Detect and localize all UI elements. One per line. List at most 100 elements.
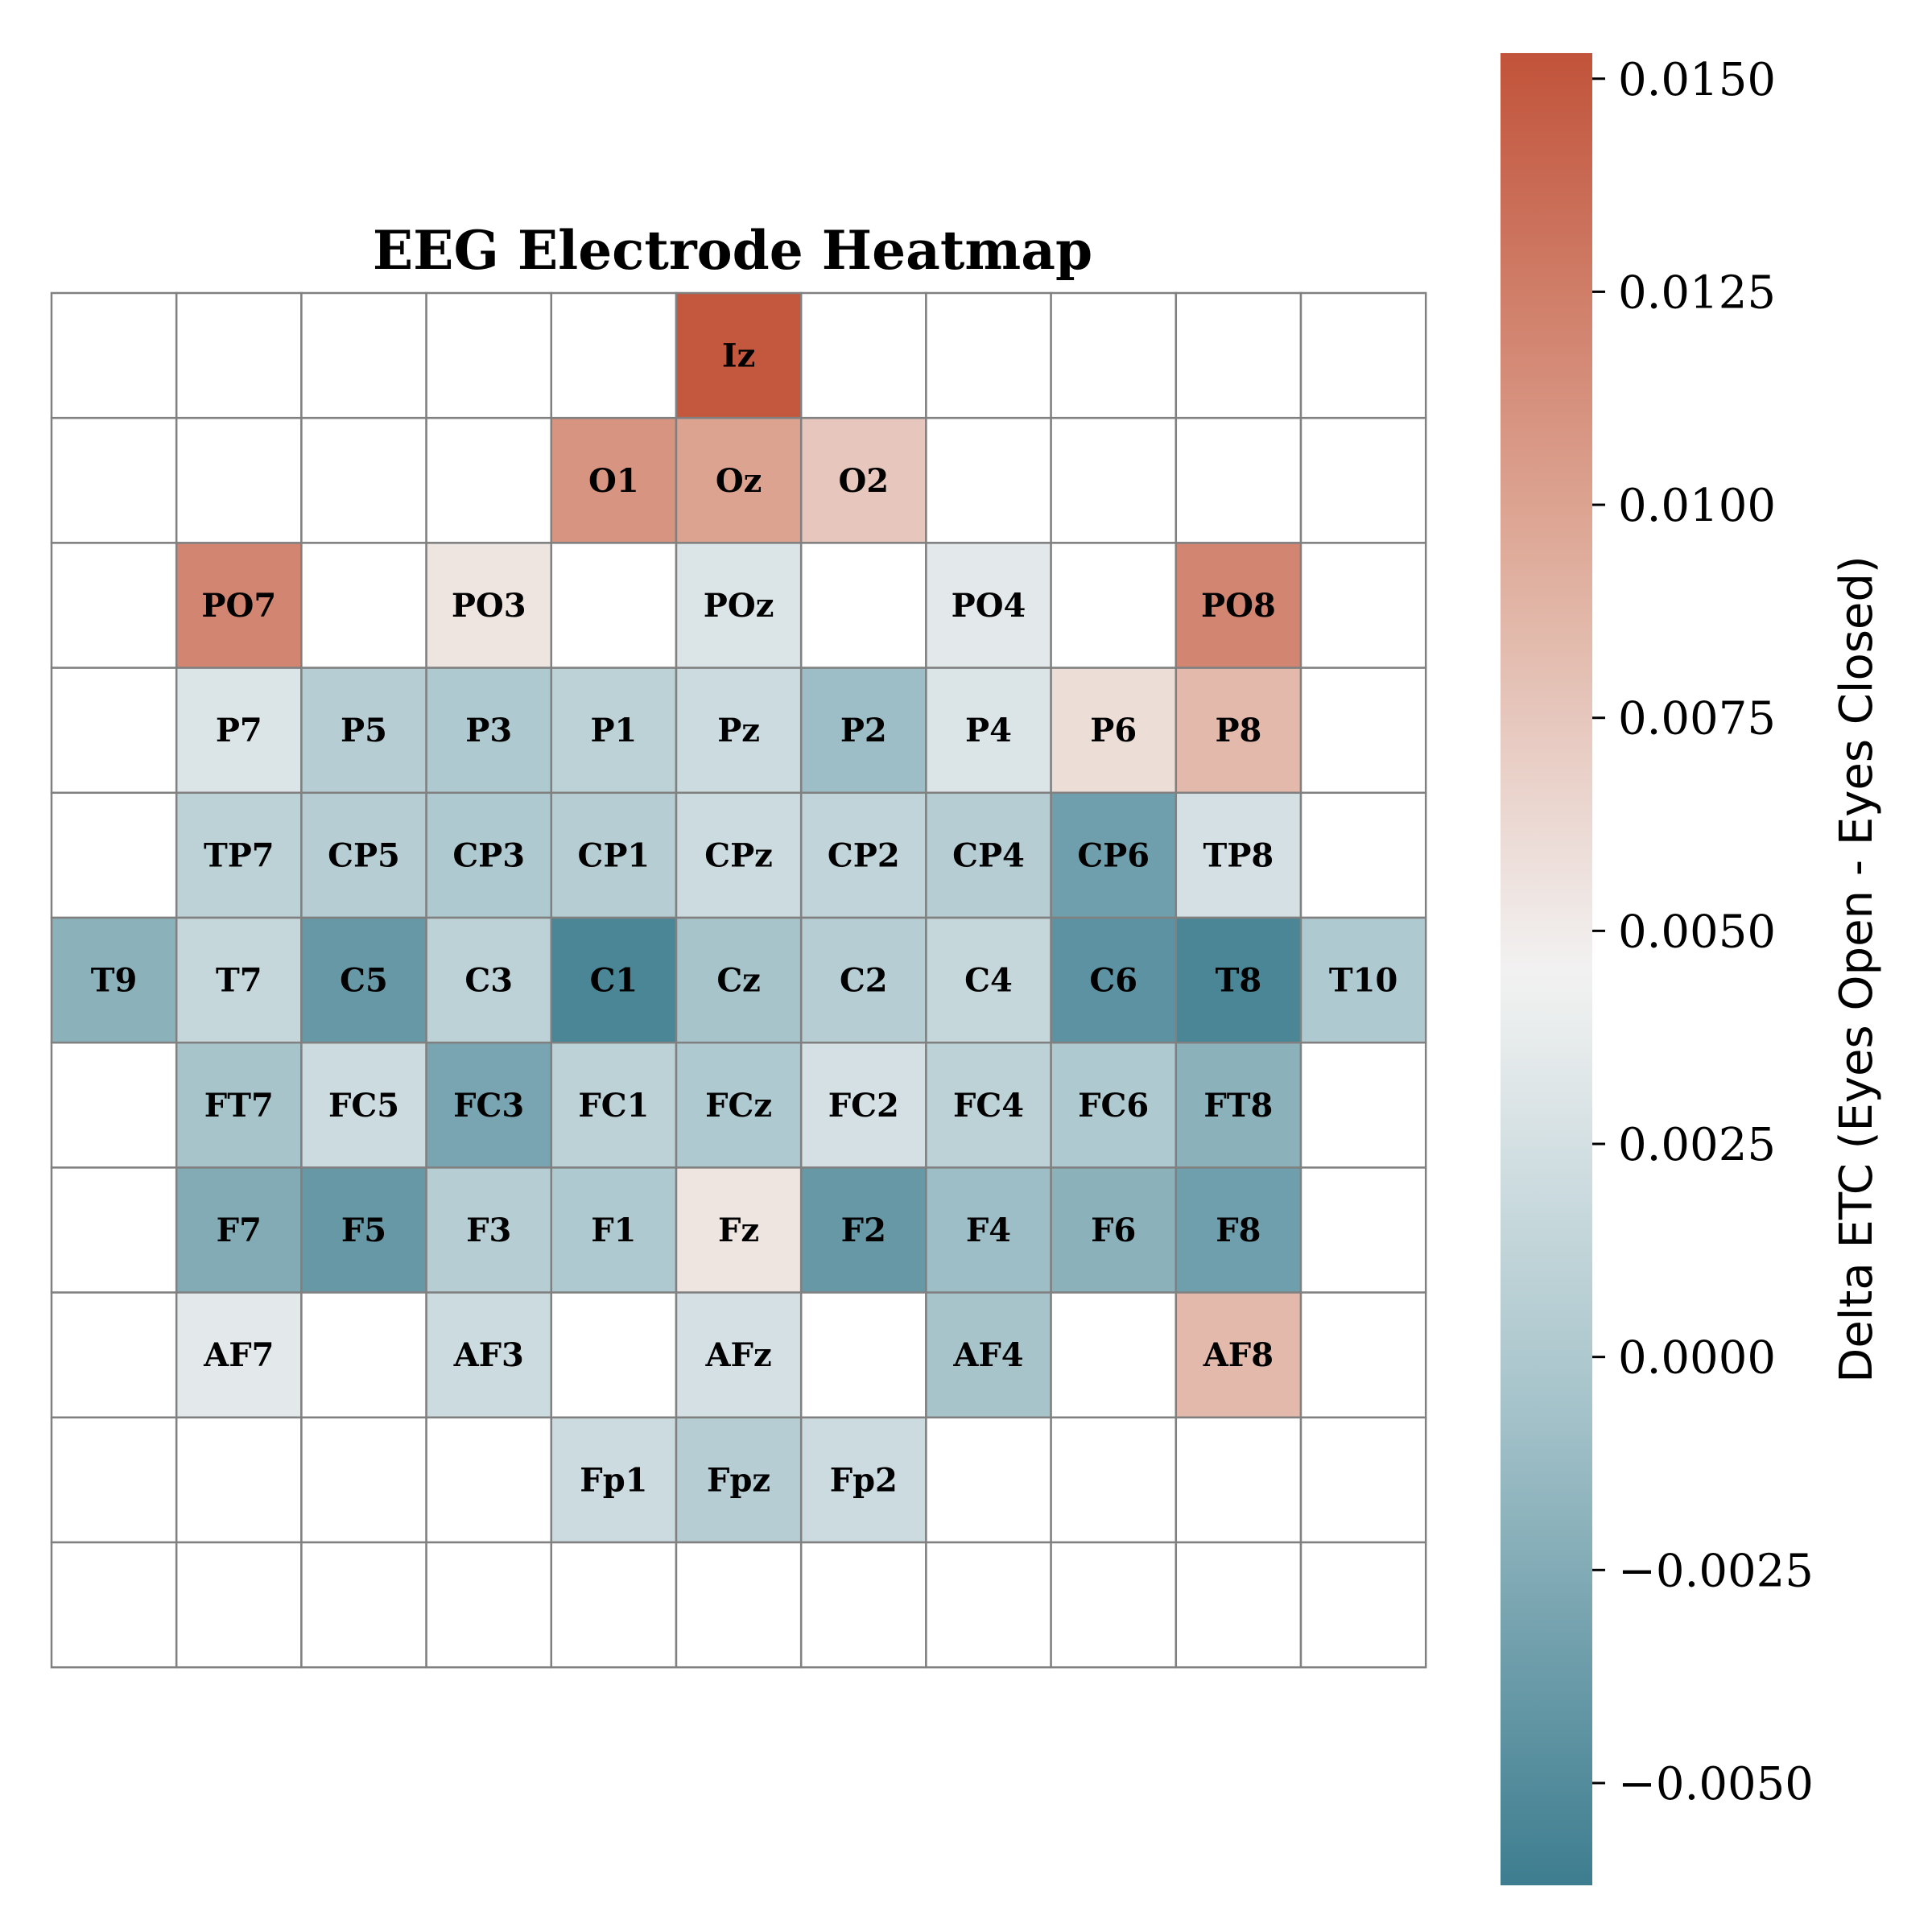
- colorbar: −0.0050 −0.0025 0.0000 0.0025 0.0050 0.0075 0.…: [1501, 53, 1883, 1885]
- cell-label-p1: P1: [590, 712, 637, 749]
- cell-label-cp2: CP2: [828, 836, 900, 874]
- cell-label-c2: C2: [840, 962, 888, 1000]
- cell-label-t9: T9: [91, 962, 138, 1000]
- cell-label-c5: C5: [340, 962, 388, 1000]
- cell-label-tp8: TP8: [1203, 836, 1274, 874]
- cell-label-f6: F6: [1091, 1212, 1136, 1249]
- cell-label-po3: PO3: [452, 587, 526, 625]
- cell-label-f2: F2: [841, 1212, 886, 1249]
- heatmap-cell-empty: [175, 1541, 303, 1669]
- heatmap-cell-empty: [300, 542, 427, 669]
- heatmap-cell-o1: [550, 416, 678, 544]
- heatmap-cell-afz: [675, 1291, 803, 1419]
- colorbar-tick-label: 0.0150: [1618, 54, 1776, 106]
- heatmap-cell-f5: [300, 1166, 427, 1294]
- cell-label-po8: PO8: [1201, 587, 1276, 625]
- cell-label-t7: T7: [216, 962, 262, 1000]
- cell-label-f3: F3: [466, 1212, 511, 1249]
- cell-label-po4: PO4: [952, 587, 1026, 625]
- cell-label-af7: AF7: [203, 1336, 274, 1374]
- heatmap-cell-po3: [425, 542, 553, 669]
- cell-label-ft8: FT8: [1203, 1087, 1273, 1125]
- cell-label-fc3: FC3: [453, 1087, 524, 1125]
- heatmap-cell-f1: [550, 1166, 678, 1294]
- colorbar-tick-label: 0.0000: [1618, 1332, 1776, 1385]
- heatmap-cell-empty: [925, 1541, 1052, 1669]
- heatmap-cell-empty: [1050, 416, 1178, 544]
- cell-label-cp6: CP6: [1077, 836, 1150, 874]
- heatmap-cell-empty: [1299, 1541, 1427, 1669]
- cell-label-p6: P6: [1090, 712, 1137, 749]
- heatmap-cell-t8: [1174, 916, 1302, 1044]
- heatmap-cell-ft8: [1174, 1041, 1302, 1169]
- heatmap-cell-p6: [1050, 667, 1178, 795]
- heatmap-cell-empty: [1174, 291, 1302, 419]
- cell-label-cz: Cz: [716, 962, 761, 1000]
- cell-label-p4: P4: [965, 712, 1012, 749]
- heatmap-cell-f3: [425, 1166, 553, 1294]
- heatmap-cell-t9: [50, 916, 178, 1044]
- cell-label-cp5: CP5: [328, 836, 400, 874]
- heatmap-cell-empty: [550, 1541, 678, 1669]
- heatmap-cell-empty: [425, 291, 553, 419]
- heatmap-cell-empty: [50, 416, 178, 544]
- heatmap-cell-empty: [300, 291, 427, 419]
- heatmap-cell-empty: [50, 1041, 178, 1169]
- heatmap-cell-cp1: [550, 791, 678, 919]
- heatmap-cell-empty: [1299, 1166, 1427, 1294]
- heatmap-cell-empty: [799, 1291, 927, 1419]
- cell-label-f5: F5: [341, 1212, 386, 1249]
- cell-label-t10: T10: [1329, 962, 1397, 1000]
- heatmap-cell-empty: [175, 1416, 303, 1544]
- colorbar-tick-label: 0.0100: [1618, 480, 1776, 532]
- heatmap-cell-empty: [799, 542, 927, 669]
- heatmap-cell-empty: [1299, 1416, 1427, 1544]
- heatmap-cell-empty: [1299, 791, 1427, 919]
- heatmap-cell-cp4: [925, 791, 1052, 919]
- cell-label-fc1: FC1: [578, 1087, 649, 1125]
- heatmap-cell-empty: [925, 291, 1052, 419]
- cell-label-oz: Oz: [716, 462, 762, 500]
- heatmap-cell-empty: [675, 1541, 803, 1669]
- heatmap-cell-empty: [550, 542, 678, 669]
- heatmap-cell-tp8: [1174, 791, 1302, 919]
- heatmap-cell-c6: [1050, 916, 1178, 1044]
- heatmap-cell-empty: [1299, 1041, 1427, 1169]
- heatmap-cell-p7: [175, 667, 303, 795]
- cell-label-fc5: FC5: [328, 1087, 399, 1125]
- cell-label-poz: POz: [704, 587, 774, 625]
- heatmap-cell-empty: [175, 291, 303, 419]
- cell-label-p5: P5: [341, 712, 387, 749]
- colorbar-tick-label: −0.0025: [1618, 1545, 1814, 1597]
- heatmap-cell-oz: [675, 416, 803, 544]
- heatmap-cell-p4: [925, 667, 1052, 795]
- heatmap-cell-p3: [425, 667, 553, 795]
- heatmap-cell-cp5: [300, 791, 427, 919]
- cell-label-o2: O2: [838, 462, 889, 500]
- cell-label-fz: Fz: [718, 1212, 759, 1249]
- cell-label-t8: T8: [1216, 962, 1262, 1000]
- heatmap-cell-cpz: [675, 791, 803, 919]
- heatmap-cell-empty: [550, 1291, 678, 1419]
- chart-title: EEG Electrode Heatmap: [373, 219, 1092, 282]
- cell-label-iz: Iz: [722, 337, 755, 375]
- heatmap-cell-empty: [50, 667, 178, 795]
- cell-label-pz: Pz: [717, 712, 760, 749]
- cell-label-af3: AF3: [453, 1336, 524, 1374]
- heatmap-cell-empty: [300, 1291, 427, 1419]
- cell-label-af8: AF8: [1203, 1336, 1274, 1374]
- heatmap-cell-f7: [175, 1166, 303, 1294]
- heatmap-cell-iz: [675, 291, 803, 419]
- heatmap-cell-empty: [925, 1416, 1052, 1544]
- heatmap-cell-empty: [425, 1541, 553, 1669]
- cell-label-afz: AFz: [705, 1336, 772, 1374]
- heatmap-cell-empty: [50, 1416, 178, 1544]
- cell-label-p7: P7: [216, 712, 262, 749]
- cell-label-fp2: Fp2: [830, 1461, 898, 1499]
- colorbar-tick-label: 0.0075: [1618, 693, 1776, 745]
- heatmap-cell-empty: [1299, 1291, 1427, 1419]
- cell-label-fp1: Fp1: [580, 1461, 647, 1499]
- heatmap-cell-empty: [925, 416, 1052, 544]
- cell-label-fcz: FCz: [705, 1087, 772, 1125]
- heatmap-cell-cp3: [425, 791, 553, 919]
